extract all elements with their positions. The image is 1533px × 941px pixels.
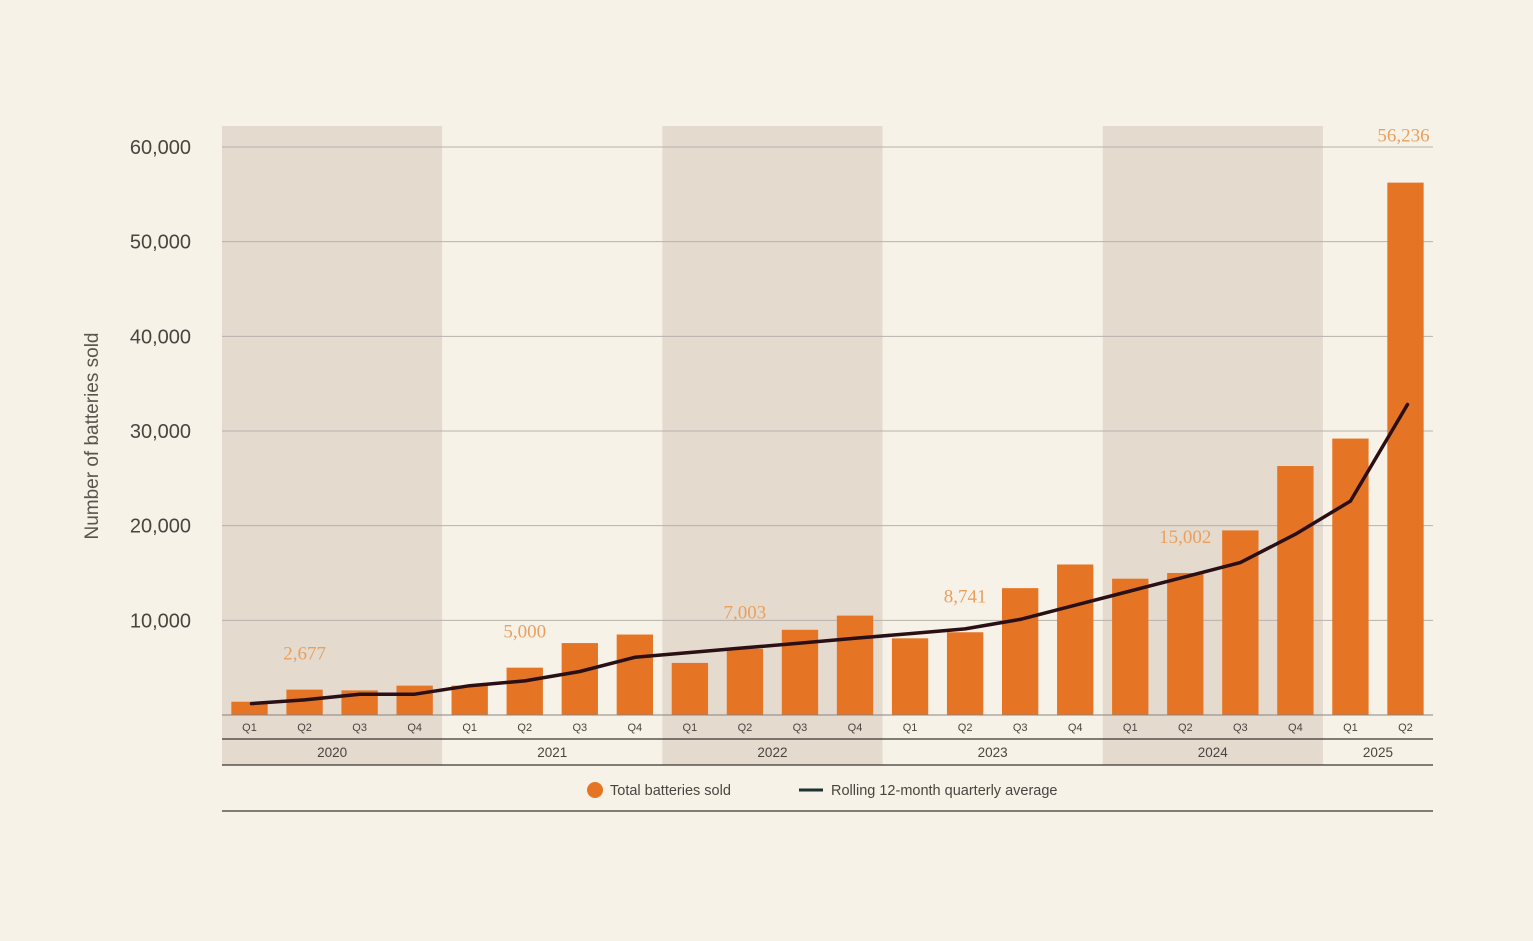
x-tick-label: Q1 — [1123, 722, 1138, 734]
x-tick-label: Q4 — [627, 722, 642, 734]
y-tick-label: 40,000 — [130, 326, 191, 348]
rolling-average-line — [249, 402, 1410, 706]
x-tick-label: Q3 — [793, 722, 808, 734]
x-tick-label: Q4 — [1288, 722, 1303, 734]
bar-3 — [396, 685, 433, 715]
x-tick-label: Q4 — [1068, 722, 1083, 734]
x-tick-label: Q2 — [738, 722, 753, 734]
bar-15 — [1057, 564, 1094, 715]
bar-12 — [891, 638, 929, 715]
y-tick-label: 50,000 — [130, 232, 191, 254]
x-tick-label: Q1 — [683, 722, 698, 734]
bar-8 — [671, 662, 709, 715]
data-label: 7,003 — [724, 603, 767, 624]
x-tick-label: Q3 — [352, 722, 367, 734]
data-label: 15,002 — [1159, 527, 1211, 548]
data-label: 2,677 — [283, 644, 326, 665]
year-label: 2021 — [537, 745, 567, 760]
y-tick-label: 30,000 — [130, 421, 191, 443]
bar-6 — [561, 643, 598, 715]
bar-11 — [836, 615, 874, 715]
x-tick-label: Q2 — [958, 722, 973, 734]
legend-label: Rolling 12-month quarterly average — [831, 783, 1058, 799]
x-tick-label: Q2 — [1398, 722, 1413, 734]
year-label: 2023 — [978, 745, 1008, 760]
x-tick-label: Q1 — [242, 722, 257, 734]
bar-0 — [231, 701, 268, 715]
legend-marker-bars — [587, 782, 603, 798]
year-label: 2025 — [1363, 745, 1393, 760]
x-tick-label: Q4 — [848, 722, 863, 734]
year-band-2020 — [222, 126, 443, 765]
bar-9 — [726, 648, 764, 715]
bar-20 — [1332, 438, 1369, 715]
y-tick-label: 20,000 — [130, 516, 191, 538]
x-tick-label: Q3 — [1013, 722, 1028, 734]
bar-16 — [1112, 578, 1149, 715]
x-tick-label: Q4 — [407, 722, 422, 734]
bar-19 — [1277, 466, 1314, 715]
bar-18 — [1222, 530, 1259, 715]
x-tick-label: Q2 — [1178, 722, 1193, 734]
y-axis-label: Number of batteries sold — [82, 333, 103, 540]
bar-13 — [946, 632, 984, 715]
data-label: 8,741 — [944, 586, 987, 607]
year-label: 2020 — [317, 745, 347, 760]
year-label: 2024 — [1198, 745, 1229, 760]
x-tick-label: Q2 — [297, 722, 312, 734]
y-tick-label: 10,000 — [130, 610, 191, 632]
data-label: 56,236 — [1377, 126, 1429, 147]
x-tick-label: Q1 — [903, 722, 918, 734]
x-tick-label: Q3 — [572, 722, 587, 734]
y-tick-label: 60,000 — [130, 137, 191, 159]
x-tick-label: Q3 — [1233, 722, 1248, 734]
x-tick-label: Q2 — [517, 722, 532, 734]
bar-5 — [506, 667, 543, 715]
x-tick-label: Q1 — [462, 722, 477, 734]
x-tick-label: Q1 — [1343, 722, 1358, 734]
bar-17 — [1167, 572, 1204, 715]
data-label: 5,000 — [503, 622, 546, 643]
legend-label: Total batteries sold — [610, 783, 731, 799]
bar-21 — [1387, 182, 1424, 715]
bar-7 — [616, 634, 654, 715]
year-label: 2022 — [757, 745, 787, 760]
bar-14 — [1001, 588, 1039, 715]
bar-4 — [451, 685, 488, 715]
